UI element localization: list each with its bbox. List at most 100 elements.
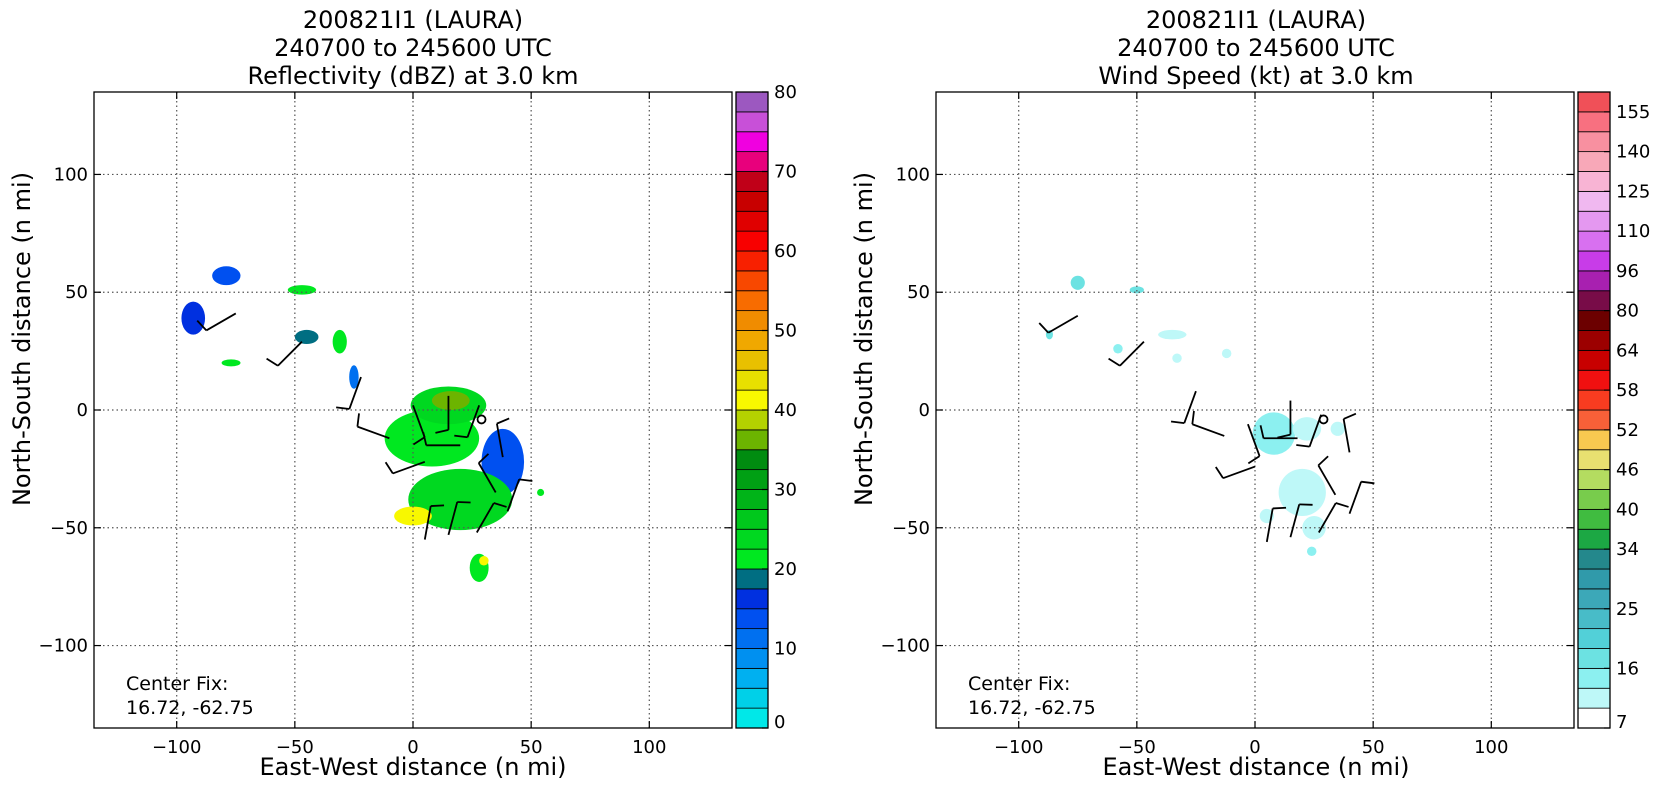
- colorbar-segment: [1577, 151, 1611, 172]
- x-tick-label: 50: [520, 737, 543, 758]
- echo-cell: [221, 359, 241, 367]
- colorbar-segment: [1577, 310, 1611, 331]
- wind-barb: [1318, 502, 1349, 533]
- wind-barb: [423, 504, 445, 540]
- colorbar-segment: [1577, 131, 1611, 153]
- wind-barb: [1265, 506, 1287, 543]
- colorbar-segment: [735, 548, 769, 570]
- colorbar-segment: [735, 369, 769, 391]
- x-tick-label: −100: [994, 737, 1043, 758]
- colorbar-tick-label: 25: [1616, 599, 1639, 620]
- colorbar-segment: [1577, 330, 1611, 351]
- y-axis-label: North-South distance (n mi): [850, 172, 878, 506]
- colorbar-segment: [735, 210, 769, 232]
- echo-cell: [1129, 286, 1144, 294]
- colorbar-tick-label: 40: [1616, 499, 1639, 520]
- colorbar-segment: [1577, 290, 1611, 312]
- colorbar-frame: [1577, 91, 1611, 729]
- colorbar-segment: [1577, 548, 1611, 570]
- colorbar-segment: [735, 111, 769, 133]
- wind-barb: [384, 460, 426, 475]
- colorbar-tick-label: 50: [774, 321, 797, 342]
- x-axis-label: East-West distance (n mi): [1102, 753, 1409, 781]
- colorbar-segment: [735, 310, 769, 331]
- colorbar-segment: [735, 687, 769, 709]
- wind-barb: [477, 453, 497, 493]
- wind-barb: [1191, 410, 1225, 437]
- center-fix-label: Center Fix:: [968, 673, 1070, 695]
- colorbar-segment: [735, 588, 769, 610]
- echo-cell: [294, 329, 319, 345]
- center-fix-marker: [476, 414, 487, 425]
- colorbar-segment: [735, 508, 769, 530]
- colorbar-segment: [1577, 91, 1611, 113]
- wind-barb: [506, 478, 533, 512]
- echo-cell: [431, 391, 470, 411]
- y-tick-label: −50: [50, 518, 88, 539]
- echo-cell: [1252, 412, 1296, 455]
- echo-cell: [1306, 546, 1317, 557]
- colorbar-segment: [1577, 270, 1611, 292]
- colorbar-segment: [1577, 508, 1611, 530]
- colorbar-segment: [735, 270, 769, 292]
- echo-cell: [212, 266, 241, 286]
- colorbar-segment: [735, 469, 769, 490]
- wind-barb: [1259, 425, 1298, 440]
- colorbar-segment: [735, 707, 769, 729]
- wind-barb: [447, 501, 471, 536]
- wind-barb: [336, 376, 362, 410]
- colorbar-segment: [1577, 588, 1611, 610]
- y-tick-label: 0: [77, 400, 88, 421]
- wind-barb: [1289, 503, 1313, 538]
- colorbar-segment: [1577, 568, 1611, 590]
- echo-cell: [1113, 344, 1123, 354]
- colorbar-tick-label: 60: [774, 241, 797, 262]
- y-tick-label: 50: [907, 282, 930, 303]
- colorbar-tick-label: 20: [774, 559, 797, 580]
- wind-speed-panel: 200821I1 (LAURA) 240700 to 245600 UTC Wi…: [850, 6, 1650, 781]
- colorbar-segment: [735, 667, 769, 689]
- colorbar-segment: [1577, 469, 1611, 490]
- colorbar-tick-label: 58: [1616, 380, 1639, 401]
- colorbar-segment: [1577, 111, 1611, 133]
- wind-barb: [1348, 480, 1375, 514]
- wind-barb: [412, 404, 426, 446]
- colorbar-segment: [1577, 250, 1611, 272]
- colorbar-segment: [1577, 190, 1611, 212]
- panel-title-line-2: 240700 to 245600 UTC: [274, 34, 552, 62]
- x-tick-label: 50: [1362, 737, 1385, 758]
- x-tick-label: −50: [1118, 737, 1156, 758]
- colorbar-segment: [1577, 528, 1611, 550]
- colorbar-segment: [735, 608, 769, 630]
- colorbar-tick-label: 96: [1616, 261, 1639, 282]
- colorbar-segment: [1577, 489, 1611, 510]
- plot-area: −100 −50 0 50 100 −100 −50 0 50 100: [39, 91, 733, 758]
- colorbar-tick-label: 34: [1616, 539, 1639, 560]
- wind-barb: [1342, 412, 1357, 453]
- echo-cell: [349, 365, 359, 389]
- colorbar-tick-label: 30: [774, 480, 797, 501]
- echo-cell: [1172, 353, 1182, 363]
- colorbar-segment: [1577, 628, 1611, 649]
- center-fix-coords: 16.72, -62.75: [968, 697, 1096, 719]
- colorbar-segment: [1577, 349, 1611, 371]
- wind-barb: [356, 413, 390, 440]
- colorbar-segment: [1577, 687, 1611, 709]
- y-tick-label: −100: [881, 636, 930, 657]
- x-tick-label: 100: [1474, 737, 1508, 758]
- wind-barb: [1317, 455, 1337, 496]
- colorbar-tick-label: 10: [774, 639, 797, 660]
- echo-cell: [1330, 421, 1345, 436]
- x-tick-label: 0: [407, 737, 418, 758]
- y-axis-label: North-South distance (n mi): [8, 172, 36, 506]
- colorbar-tick-label: 110: [1616, 221, 1650, 242]
- reflectivity-panel: 200821I1 (LAURA) 240700 to 245600 UTC Re…: [8, 6, 797, 781]
- colorbar-segment: [735, 91, 769, 113]
- echo-cell: [1278, 468, 1326, 516]
- plot-area: −100 −50 0 50 100 −100 −50 0 50 100: [881, 91, 1575, 758]
- colorbar-segment: [735, 190, 769, 212]
- colorbar: 7 16 25 34 40 46 52 58 64 80 96 110 125 140 155: [1577, 91, 1650, 733]
- colorbar-tick-label: 0: [774, 712, 785, 733]
- wind-barb: [1108, 341, 1145, 367]
- x-axis-label: East-West distance (n mi): [259, 753, 566, 781]
